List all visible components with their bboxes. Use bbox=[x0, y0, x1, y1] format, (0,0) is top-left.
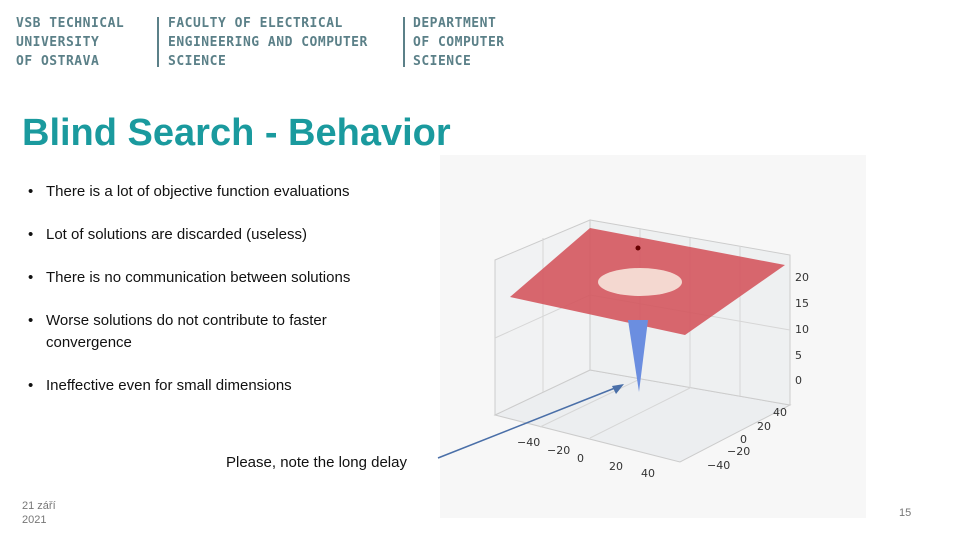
tick-label: 40 bbox=[641, 467, 655, 480]
date: 21 září 2021 bbox=[22, 499, 56, 527]
tick-label: −40 bbox=[707, 459, 730, 472]
text-line: ENGINEERING AND COMPUTER bbox=[168, 35, 368, 50]
text-line: DEPARTMENT bbox=[413, 16, 497, 31]
text-line: SCIENCE bbox=[168, 54, 227, 69]
bullet: Lot of solutions are discarded (useless) bbox=[26, 224, 386, 246]
tick-label: 20 bbox=[757, 420, 771, 433]
bullet: There is no communication between soluti… bbox=[26, 267, 386, 289]
tick-label: 0 bbox=[795, 374, 802, 387]
tick-label: 5 bbox=[795, 349, 802, 362]
separator bbox=[403, 17, 405, 67]
tick-label: 20 bbox=[795, 271, 809, 284]
bullet: Ineffective even for small dimensions bbox=[26, 375, 386, 397]
tick-label: −40 bbox=[517, 436, 540, 449]
tick-label: 0 bbox=[740, 433, 747, 446]
arrow-head bbox=[612, 384, 624, 394]
bullet: There is a lot of objective function eva… bbox=[26, 181, 386, 203]
tick-label: 0 bbox=[577, 452, 584, 465]
tick-label: 15 bbox=[795, 297, 809, 310]
tick-label: 40 bbox=[773, 406, 787, 419]
text-line: OF COMPUTER bbox=[413, 35, 505, 50]
text-line: OF OSTRAVA bbox=[16, 54, 100, 69]
logo-university: VSB TECHNICAL UNIVERSITY OF OSTRAVA bbox=[16, 14, 124, 71]
tick-label: −20 bbox=[547, 444, 570, 457]
surface-dip bbox=[598, 268, 682, 296]
tick-label: 10 bbox=[795, 323, 809, 336]
department: DEPARTMENT OF COMPUTER SCIENCE bbox=[413, 14, 505, 71]
text-line: SCIENCE bbox=[413, 54, 472, 69]
spike bbox=[628, 320, 648, 392]
bullets: There is a lot of objective function eva… bbox=[26, 181, 386, 418]
text-line: UNIVERSITY bbox=[16, 35, 100, 50]
text-line: VSB TECHNICAL bbox=[16, 16, 125, 31]
text-line: 21 září bbox=[22, 500, 56, 512]
note: Please, note the long delay bbox=[226, 454, 407, 471]
arrow bbox=[437, 385, 621, 459]
tick-label: −20 bbox=[727, 445, 750, 458]
separator bbox=[157, 17, 159, 67]
point bbox=[635, 245, 641, 251]
faculty: FACULTY OF ELECTRICAL ENGINEERING AND COM… bbox=[168, 14, 368, 71]
title: Blind Search - Behavior bbox=[22, 112, 451, 154]
text-line: 2021 bbox=[22, 514, 47, 526]
bullet: Worse solutions do not contribute to fas… bbox=[26, 310, 386, 354]
tick-label: 20 bbox=[609, 460, 623, 473]
text-line: FACULTY OF ELECTRICAL bbox=[168, 16, 343, 31]
page-number: 15 bbox=[899, 507, 912, 519]
